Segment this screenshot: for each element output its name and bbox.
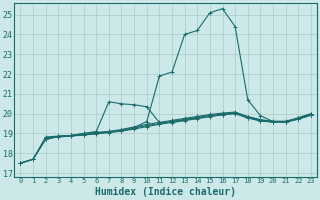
X-axis label: Humidex (Indice chaleur): Humidex (Indice chaleur) — [95, 187, 236, 197]
